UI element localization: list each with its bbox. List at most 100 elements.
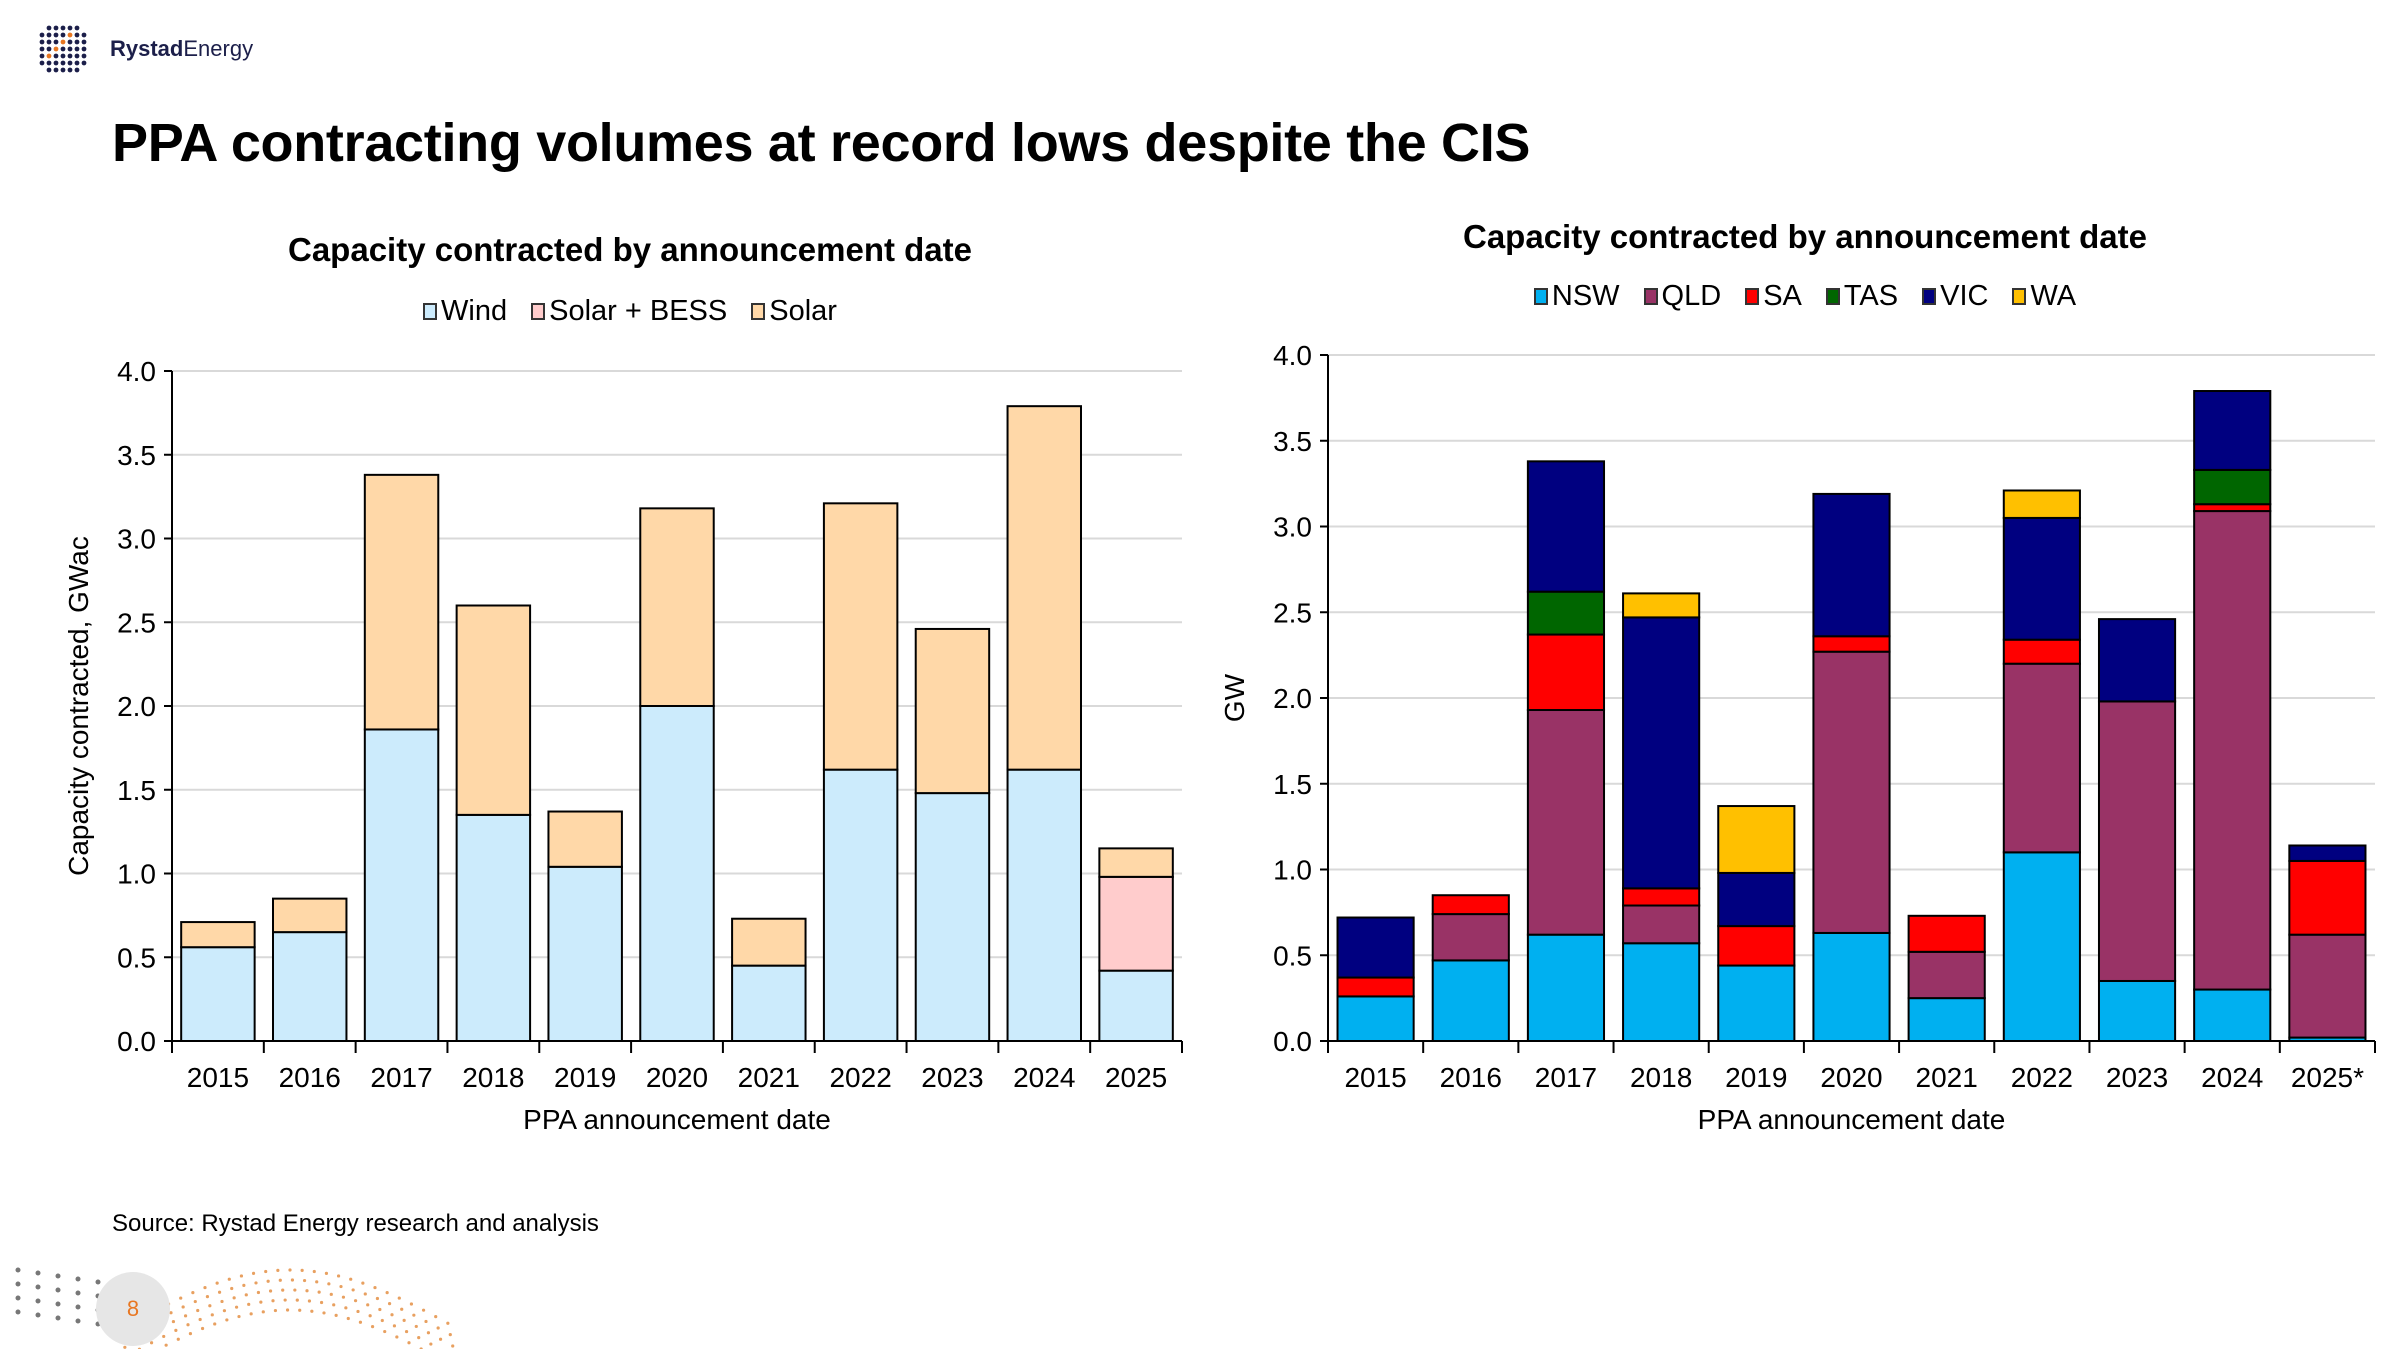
bar-segment-qld xyxy=(1526,709,1606,936)
x-tick-label: 2025* xyxy=(2291,1062,2364,1093)
y-tick-label: 1.0 xyxy=(117,859,156,890)
bar-segment-solar xyxy=(180,921,256,949)
x-tick-label: 2020 xyxy=(646,1062,708,1093)
bar-segment-qld xyxy=(2193,510,2272,991)
legend-swatch xyxy=(1643,288,1658,305)
page-number: 8 xyxy=(96,1272,170,1346)
bar-segment-solar xyxy=(639,507,715,707)
legend-label: Wind xyxy=(441,295,508,327)
bar-segment-nsw xyxy=(2097,979,2177,1042)
bar-segment-solar-bess xyxy=(1098,875,1174,972)
bar-segment-sa xyxy=(1622,887,1701,907)
x-tick-label: 2018 xyxy=(462,1062,524,1093)
bar-segment-wind xyxy=(455,813,532,1042)
bar-segment-sa xyxy=(2193,503,2272,513)
x-tick-label: 2019 xyxy=(554,1062,616,1093)
bar-segment-vic xyxy=(1336,916,1415,979)
bar-segment-wa xyxy=(1622,592,1701,619)
bar-segment-nsw xyxy=(1526,933,1606,1042)
chart-by-technology: Capacity contracted by announcement date… xyxy=(60,225,1200,1145)
y-tick-label: 2.0 xyxy=(117,691,156,722)
bar-segment-qld xyxy=(2288,933,2367,1039)
bar-segment-wind xyxy=(639,705,715,1042)
chart-title: Capacity contracted by announcement date xyxy=(1463,218,2147,255)
y-axis-title: Capacity contracted, GWac xyxy=(63,536,94,876)
bar-segment-vic xyxy=(1812,492,1891,638)
bar-segment-solar xyxy=(731,917,807,967)
bar-segment-nsw xyxy=(1622,942,1701,1042)
bar-segment-nsw xyxy=(2002,851,2081,1042)
bar-segment-solar xyxy=(1098,847,1174,878)
x-tick-label: 2021 xyxy=(1916,1062,1978,1093)
x-tick-label: 2017 xyxy=(1535,1062,1597,1093)
bar-segment-wa xyxy=(2002,489,2081,519)
bar-segment-solar xyxy=(272,897,348,934)
bar-segment-sa xyxy=(1717,925,1796,967)
x-tick-label: 2024 xyxy=(1013,1062,1075,1093)
y-tick-label: 1.0 xyxy=(1273,855,1312,886)
bar-segment-sa xyxy=(1526,633,1606,712)
bar-segment-vic xyxy=(2097,618,2177,703)
bar-segment-sa xyxy=(1907,914,1986,953)
decorative-dots-wave-icon xyxy=(15,1267,455,1349)
bar-segment-sa xyxy=(2288,859,2367,936)
bar-segment-solar xyxy=(914,627,991,795)
bar-segment-nsw xyxy=(1812,931,1891,1043)
bar-segment-wind xyxy=(363,728,440,1042)
legend-item-qld: QLD xyxy=(1643,280,1722,313)
y-tick-label: 3.0 xyxy=(1273,512,1312,543)
x-axis-title: PPA announcement date xyxy=(523,1104,831,1135)
bar-segment-wind xyxy=(914,792,991,1042)
x-tick-label: 2015 xyxy=(1344,1062,1406,1093)
legend-label: SA xyxy=(1763,280,1802,312)
y-tick-label: 2.5 xyxy=(1273,597,1312,628)
legend-swatch xyxy=(1533,288,1548,305)
bar-segment-nsw xyxy=(1431,959,1510,1043)
legend-label: QLD xyxy=(1661,280,1722,312)
legend-item-solar-bess: Solar + BESS xyxy=(531,295,727,328)
legend-item-sa: SA xyxy=(1745,280,1802,313)
x-tick-label: 2019 xyxy=(1725,1062,1787,1093)
y-tick-label: 2.0 xyxy=(1273,683,1312,714)
chart-legend: NSW QLD SA TAS VIC WA xyxy=(1210,280,2400,313)
bar-segment-wind xyxy=(547,865,623,1042)
source-note: Source: Rystad Energy research and analy… xyxy=(112,1210,599,1237)
y-tick-label: 2.5 xyxy=(117,607,156,638)
x-tick-label: 2023 xyxy=(921,1062,983,1093)
bar-segment-nsw xyxy=(1336,995,1415,1042)
legend-label: VIC xyxy=(1940,280,1989,312)
bar-segment-vic xyxy=(2193,390,2272,471)
legend-item-nsw: NSW xyxy=(1533,280,1620,313)
x-tick-label: 2020 xyxy=(1820,1062,1882,1093)
legend-item-tas: TAS xyxy=(1825,280,1898,313)
bar-segment-sa xyxy=(1336,976,1415,998)
y-tick-label: 3.5 xyxy=(1273,426,1312,457)
legend-swatch xyxy=(531,303,546,320)
bar-segment-wa xyxy=(1717,805,1796,874)
bar-segment-sa xyxy=(2002,638,2081,665)
legend-swatch xyxy=(423,303,438,320)
legend-swatch xyxy=(751,303,766,320)
bar-segment-wind xyxy=(180,946,256,1043)
x-tick-label: 2022 xyxy=(829,1062,891,1093)
y-tick-label: 0.0 xyxy=(117,1026,156,1057)
chart-legend: Wind Solar + BESS Solar xyxy=(60,295,1200,328)
x-tick-label: 2015 xyxy=(187,1062,249,1093)
globe-logo-icon xyxy=(39,25,87,73)
bar-segment-qld xyxy=(2097,700,2177,982)
chart-by-state: Capacity contracted by announcement date… xyxy=(1210,210,2400,1145)
bar-segment-sa xyxy=(1812,635,1891,653)
legend-item-wa: WA xyxy=(2012,280,2076,313)
legend-swatch xyxy=(1825,288,1840,305)
brand-logo: RystadEnergy xyxy=(36,22,253,76)
legend-label: Solar xyxy=(769,295,837,327)
bar-segment-qld xyxy=(1622,904,1701,945)
x-tick-label: 2022 xyxy=(2011,1062,2073,1093)
y-tick-label: 4.0 xyxy=(117,356,156,387)
bar-segment-wind xyxy=(1098,969,1174,1043)
bar-segment-solar xyxy=(547,810,623,868)
bar-segment-solar xyxy=(822,502,899,771)
bar-segment-wind xyxy=(1006,768,1083,1043)
legend-swatch xyxy=(1922,288,1937,305)
bar-segment-wind xyxy=(731,964,807,1042)
